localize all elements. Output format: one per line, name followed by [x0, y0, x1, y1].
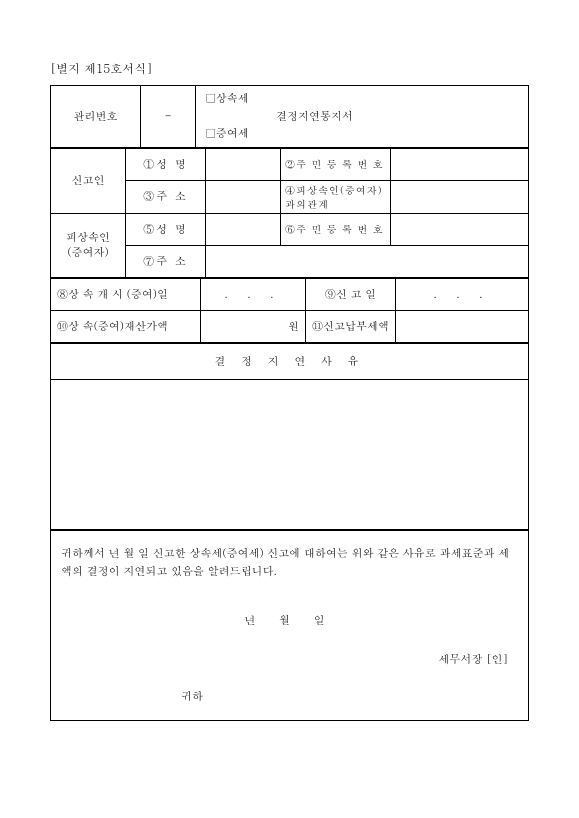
footer-notice: 귀하께서 년 월 일 신고한 상속세(증여세) 신고에 대하여는 위와 같은 사… — [61, 545, 518, 582]
management-number-value: - — [141, 86, 196, 148]
deceased-name-value — [206, 213, 281, 245]
relation-label: ④피상속인(증여자) 과의관계 — [281, 180, 391, 213]
inheritance-open-date-label: ⑧상 속 개 시 (증여)일 — [51, 278, 201, 310]
property-amount-label: ⑩상 속(증여)재산가액 — [51, 310, 201, 342]
deceased-name-label: ⑤성 명 — [126, 213, 206, 245]
report-date-value: . . . — [396, 278, 529, 310]
dates-table: ⑧상 속 개 시 (증여)일 . . . ⑨신 고 일 . . . ⑩상 속(증… — [50, 278, 529, 343]
document-title-block: □상속세 결정지연통지서 □증여세 — [196, 86, 529, 148]
footer-body: 귀하께서 년 월 일 신고한 상속세(증여세) 신고에 대하여는 위와 같은 사… — [51, 530, 529, 720]
title-suffix: 결정지연통지서 — [206, 109, 353, 124]
relation-value — [391, 180, 529, 213]
reason-header: 결 정 지 연 사 유 — [51, 343, 529, 379]
reason-table: 결 정 지 연 사 유 — [50, 343, 529, 530]
inheritance-open-date-value: . . . — [201, 278, 306, 310]
footer-date: 년 월 일 — [61, 612, 518, 631]
inheritance-checkbox: □상속세 — [206, 90, 249, 108]
main-form-table: 신고인 ①성 명 ②주 민 등 록 번 호 ③주 소 ④피상속인(증여자) 과의… — [50, 148, 529, 278]
report-date-label: ⑨신 고 일 — [306, 278, 396, 310]
reporter-name-label: ①성 명 — [126, 148, 206, 180]
footer-recipient: 귀하 — [61, 688, 518, 707]
reporter-id-value — [391, 148, 529, 180]
deceased-group-label: 피상속인 (증여자) — [51, 213, 126, 277]
reported-tax-label: ⑪신고납부세액 — [306, 310, 396, 342]
property-amount-value: 원 — [201, 310, 306, 342]
reporter-name-value — [206, 148, 281, 180]
management-number-label: 관리번호 — [51, 86, 141, 148]
header-table: 관리번호 - □상속세 결정지연통지서 □증여세 — [50, 85, 529, 148]
reporter-addr-value — [206, 180, 281, 213]
reason-body — [51, 379, 529, 529]
deceased-addr-label: ⑦주 소 — [126, 245, 206, 277]
reporter-group-label: 신고인 — [51, 148, 126, 213]
reported-tax-value — [396, 310, 529, 342]
deceased-id-value — [391, 213, 529, 245]
form-number: [별지 제15호서식] — [50, 60, 529, 77]
deceased-id-label: ⑥주 민 등 록 번 호 — [281, 213, 391, 245]
gift-checkbox: □증여세 — [206, 125, 249, 143]
reporter-id-label: ②주 민 등 록 번 호 — [281, 148, 391, 180]
footer-sign: 세무서장 [인] — [61, 651, 518, 670]
footer-table: 귀하께서 년 월 일 신고한 상속세(증여세) 신고에 대하여는 위와 같은 사… — [50, 530, 529, 721]
reporter-addr-label: ③주 소 — [126, 180, 206, 213]
deceased-addr-value — [206, 245, 529, 277]
